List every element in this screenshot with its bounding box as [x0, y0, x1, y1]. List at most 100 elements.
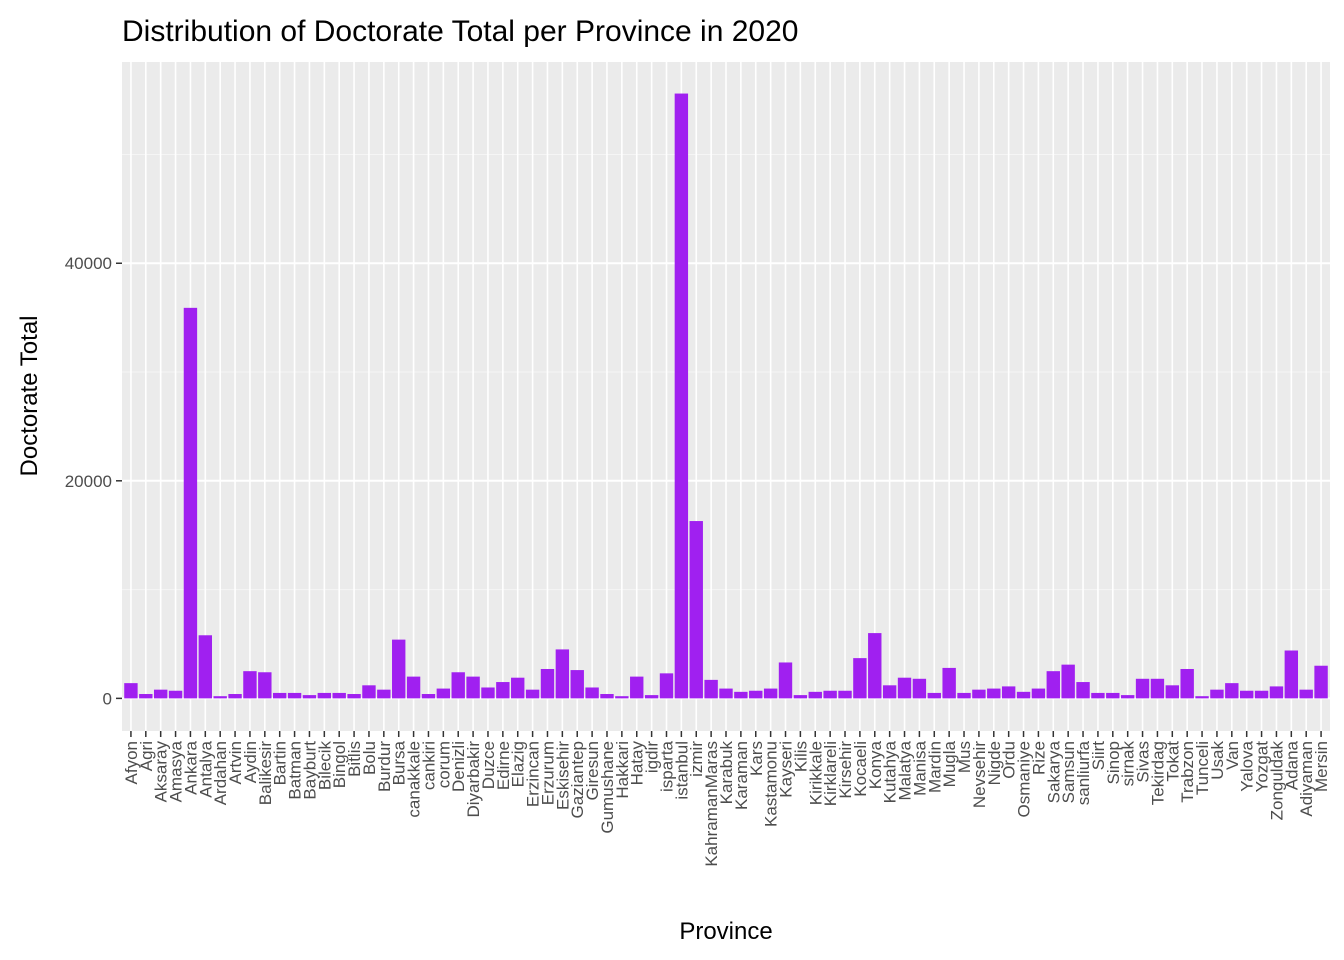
x-tick-label: Bilecik: [315, 741, 334, 791]
bar-Adana: [1284, 650, 1299, 699]
x-tick-label: corum: [434, 741, 453, 788]
bar-Tekirdag: [1150, 678, 1165, 699]
bar-Artvin: [228, 694, 242, 699]
bar-Karabuk: [719, 688, 733, 699]
x-tick-label: canakkale: [405, 741, 424, 818]
bar-Nevsehir: [972, 689, 986, 699]
x-tick-label: Bartin: [271, 741, 290, 785]
bar-Hakkari: [615, 696, 629, 699]
x-tick-label: Kutahya: [881, 740, 900, 803]
x-tick-label: Bursa: [390, 740, 409, 785]
x-axis-title: Province: [679, 918, 772, 945]
x-tick-label: Adiyaman: [1297, 741, 1316, 817]
bar-Nigde: [987, 688, 1001, 699]
x-tick-label: Tokat: [1163, 741, 1182, 782]
bar-Aydin: [243, 671, 257, 699]
bar-Kirsehir: [838, 690, 852, 699]
x-tick-label: Karabuk: [717, 741, 736, 805]
x-tick-label: Aksaray: [152, 741, 171, 803]
bar-Aksaray: [153, 689, 168, 699]
x-tick-label: Kastamonu: [762, 741, 781, 827]
x-tick-label: Mardin: [925, 741, 944, 793]
x-tick-label: Trabzon: [1178, 741, 1197, 803]
x-tick-label: Yozgat: [1253, 741, 1272, 793]
bar-Bursa: [392, 639, 406, 699]
x-tick-label: Ankara: [181, 740, 200, 794]
bar-istanbul: [674, 93, 689, 699]
x-tick-label: Yalova: [1238, 740, 1257, 791]
bar-Bitlis: [347, 694, 361, 699]
bar-igdir: [644, 695, 659, 699]
bar-Gaziantep: [570, 670, 584, 699]
bar-Sinop: [1106, 692, 1120, 699]
bar-Ordu: [1001, 686, 1016, 699]
x-tick-label: Ordu: [1000, 741, 1019, 779]
x-tick-label: Bitlis: [345, 741, 364, 777]
x-tick-label: Balikesir: [256, 741, 275, 806]
x-tick-label: Karaman: [732, 741, 751, 810]
bar-izmir: [689, 521, 703, 699]
x-tick-label: Kocaeli: [851, 741, 870, 797]
x-tick-label: Hakkari: [613, 741, 632, 799]
bar-Bayburt: [302, 695, 317, 699]
x-tick-label: Kirsehir: [836, 741, 855, 799]
bar-Kirikkale: [808, 691, 822, 699]
x-tick-label: Bolu: [360, 741, 379, 775]
y-axis: 0 20000 40000: [65, 254, 122, 708]
x-tick-label: Ardahan: [211, 741, 230, 805]
bar-Konya: [868, 633, 882, 699]
y-tick-label: 20000: [65, 472, 112, 491]
y-tick-label: 0: [103, 689, 112, 708]
bar-Kirklareli: [823, 690, 837, 699]
x-tick-label: Eskisehir: [553, 741, 572, 810]
bar-corum: [436, 688, 451, 699]
bar-Mugla: [942, 667, 956, 699]
bar-Balikesir: [258, 672, 272, 699]
bar-Usak: [1210, 689, 1224, 699]
bars: [124, 93, 1328, 699]
bar-Kayseri: [778, 662, 793, 699]
bar-Kastamonu: [763, 688, 778, 699]
x-tick-label: Burdur: [375, 741, 394, 792]
bar-Van: [1225, 683, 1239, 699]
bar-sanliurfa: [1076, 682, 1090, 699]
bar-Ankara: [183, 307, 198, 699]
bar-Diyarbakir: [466, 676, 480, 699]
x-tick-label: Gumushane: [598, 741, 617, 834]
x-tick-label: Amasya: [167, 740, 186, 802]
x-tick-label: Van: [1223, 741, 1242, 770]
x-tick-label: Usak: [1208, 741, 1227, 780]
y-axis-title: Doctorate Total: [16, 316, 43, 477]
x-tick-label: Sakarya: [1044, 740, 1063, 803]
x-tick-label: Mus: [955, 741, 974, 773]
bar-Bartin: [273, 692, 287, 699]
x-tick-label: Gaziantep: [568, 741, 587, 819]
bar-Tunceli: [1195, 696, 1209, 699]
bar-Manisa: [912, 678, 927, 699]
chart-title: Distribution of Doctorate Total per Prov…: [122, 15, 798, 48]
x-tick-label: Afyon: [122, 741, 141, 784]
bar-Eskisehir: [555, 649, 570, 699]
bar-Bingol: [332, 692, 346, 699]
x-tick-label: Kirikkale: [806, 741, 825, 805]
bar-KahramanMaras: [704, 679, 718, 699]
bar-cankiri: [421, 694, 436, 699]
bar-Erzincan: [525, 689, 540, 699]
x-tick-label: Mersin: [1312, 741, 1331, 792]
x-tick-label: Samsun: [1059, 741, 1078, 803]
bar-Samsun: [1061, 664, 1075, 699]
bar-Mersin: [1314, 665, 1328, 699]
bar-Siirt: [1091, 692, 1105, 699]
bar-isparta: [659, 673, 674, 699]
bar-Tokat: [1165, 685, 1179, 699]
x-tick-label: Tunceli: [1193, 741, 1212, 795]
bar-Kocaeli: [853, 658, 867, 699]
x-tick-label: Kirklareli: [821, 741, 840, 806]
x-tick-label: Kayseri: [777, 741, 796, 798]
bar-Antalya: [198, 635, 213, 699]
x-tick-label: Elazig: [509, 741, 528, 787]
bar-Bilecik: [317, 692, 332, 699]
bar-Burdur: [377, 689, 391, 699]
x-tick-label: Duzce: [479, 741, 498, 789]
